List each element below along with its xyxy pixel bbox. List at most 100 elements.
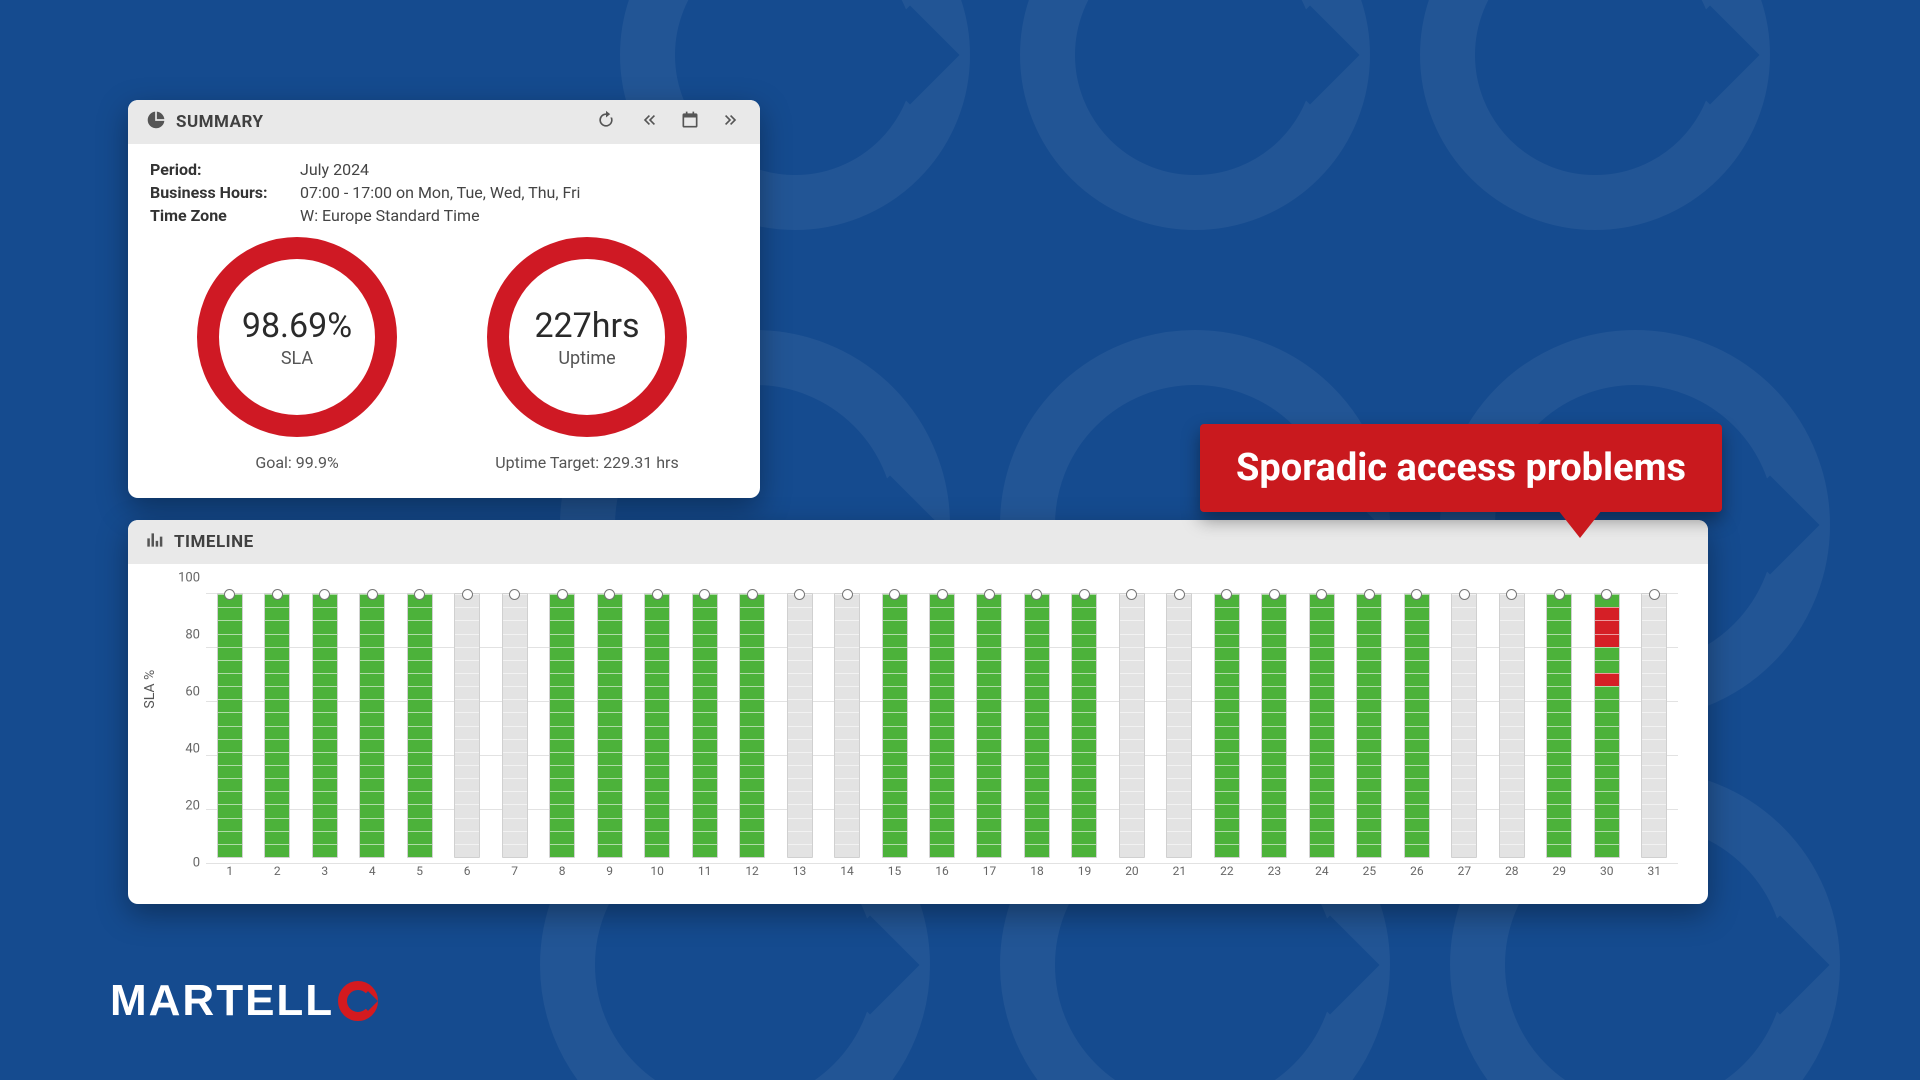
day-col[interactable]: 4	[348, 593, 395, 878]
refresh-icon[interactable]	[596, 110, 616, 134]
day-marker-icon	[1079, 589, 1090, 600]
day-col[interactable]: 20	[1108, 593, 1155, 878]
day-col[interactable]: 17	[966, 593, 1013, 878]
martello-logo: MARTELL	[110, 976, 378, 1026]
day-col[interactable]: 30	[1583, 593, 1630, 878]
day-label: 15	[888, 864, 902, 878]
day-marker-icon	[557, 589, 568, 600]
day-col[interactable]: 22	[1203, 593, 1250, 878]
day-label: 5	[416, 864, 423, 878]
prev-icon[interactable]	[638, 110, 658, 134]
y-tick: 0	[193, 856, 200, 871]
day-bar	[312, 593, 338, 858]
day-col[interactable]: 29	[1536, 593, 1583, 878]
day-col[interactable]: 1	[206, 593, 253, 878]
calendar-icon[interactable]	[680, 110, 700, 134]
day-bar	[1309, 593, 1335, 858]
day-col[interactable]: 28	[1488, 593, 1535, 878]
day-label: 29	[1553, 864, 1567, 878]
day-bar	[407, 593, 433, 858]
uptime-value: 227hrs	[534, 306, 639, 346]
day-col[interactable]: 31	[1631, 593, 1678, 878]
day-col[interactable]: 9	[586, 593, 633, 878]
day-label: 12	[745, 864, 759, 878]
day-label: 4	[369, 864, 376, 878]
day-col[interactable]: 16	[918, 593, 965, 878]
day-col[interactable]: 3	[301, 593, 348, 878]
day-bar	[454, 593, 480, 858]
day-bar	[739, 593, 765, 858]
day-marker-icon	[842, 589, 853, 600]
day-bar	[976, 593, 1002, 858]
logo-o-icon	[338, 981, 378, 1021]
day-label: 26	[1410, 864, 1424, 878]
day-label: 24	[1315, 864, 1329, 878]
summary-title: SUMMARY	[176, 112, 264, 132]
day-label: 7	[511, 864, 518, 878]
day-label: 3	[321, 864, 328, 878]
day-marker-icon	[1649, 589, 1660, 600]
day-marker-icon	[1554, 589, 1565, 600]
day-marker-icon	[937, 589, 948, 600]
day-label: 25	[1363, 864, 1377, 878]
uptime-label: Uptime	[534, 348, 639, 369]
day-col[interactable]: 8	[538, 593, 585, 878]
day-marker-icon	[699, 589, 710, 600]
pie-icon	[146, 110, 166, 134]
day-col[interactable]: 27	[1441, 593, 1488, 878]
hours-label: Business Hours:	[150, 183, 300, 202]
day-col[interactable]: 26	[1393, 593, 1440, 878]
day-bar	[882, 593, 908, 858]
timeline-title: TIMELINE	[174, 532, 254, 552]
day-col[interactable]: 19	[1061, 593, 1108, 878]
day-label: 6	[464, 864, 471, 878]
day-col[interactable]: 12	[728, 593, 775, 878]
day-bar	[1404, 593, 1430, 858]
day-marker-icon	[272, 589, 283, 600]
day-label: 31	[1648, 864, 1662, 878]
day-marker-icon	[1174, 589, 1185, 600]
day-marker-icon	[984, 589, 995, 600]
summary-card: SUMMARY Period: July 2024	[128, 100, 760, 498]
day-bar	[549, 593, 575, 858]
day-col[interactable]: 6	[443, 593, 490, 878]
day-col[interactable]: 25	[1346, 593, 1393, 878]
day-col[interactable]: 2	[253, 593, 300, 878]
day-col[interactable]: 13	[776, 593, 823, 878]
callout-text: Sporadic access problems	[1236, 446, 1686, 490]
day-bar	[1214, 593, 1240, 858]
day-label: 2	[274, 864, 281, 878]
day-bar	[787, 593, 813, 858]
day-col[interactable]: 7	[491, 593, 538, 878]
y-tick: 80	[185, 628, 200, 643]
day-bar	[1356, 593, 1382, 858]
hours-value: 07:00 - 17:00 on Mon, Tue, Wed, Thu, Fri	[300, 183, 580, 202]
day-label: 1	[226, 864, 233, 878]
day-col[interactable]: 11	[681, 593, 728, 878]
day-col[interactable]: 23	[1251, 593, 1298, 878]
day-bar	[1499, 593, 1525, 858]
day-col[interactable]: 21	[1156, 593, 1203, 878]
day-bar	[1594, 593, 1620, 858]
day-col[interactable]: 14	[823, 593, 870, 878]
day-marker-icon	[747, 589, 758, 600]
day-bar	[597, 593, 623, 858]
day-bar	[217, 593, 243, 858]
day-label: 9	[606, 864, 613, 878]
day-col[interactable]: 15	[871, 593, 918, 878]
day-bar	[929, 593, 955, 858]
next-icon[interactable]	[722, 110, 742, 134]
day-bar	[1024, 593, 1050, 858]
day-col[interactable]: 10	[633, 593, 680, 878]
day-col[interactable]: 18	[1013, 593, 1060, 878]
day-label: 28	[1505, 864, 1519, 878]
timeline-card: TIMELINE SLA % 020406080100 123456789101…	[128, 520, 1708, 904]
day-col[interactable]: 5	[396, 593, 443, 878]
day-col[interactable]: 24	[1298, 593, 1345, 878]
day-bar	[1119, 593, 1145, 858]
day-bar	[644, 593, 670, 858]
day-marker-icon	[794, 589, 805, 600]
day-label: 21	[1173, 864, 1187, 878]
day-bar	[1071, 593, 1097, 858]
sla-gauge: 98.69% SLA Goal: 99.9%	[172, 237, 422, 472]
